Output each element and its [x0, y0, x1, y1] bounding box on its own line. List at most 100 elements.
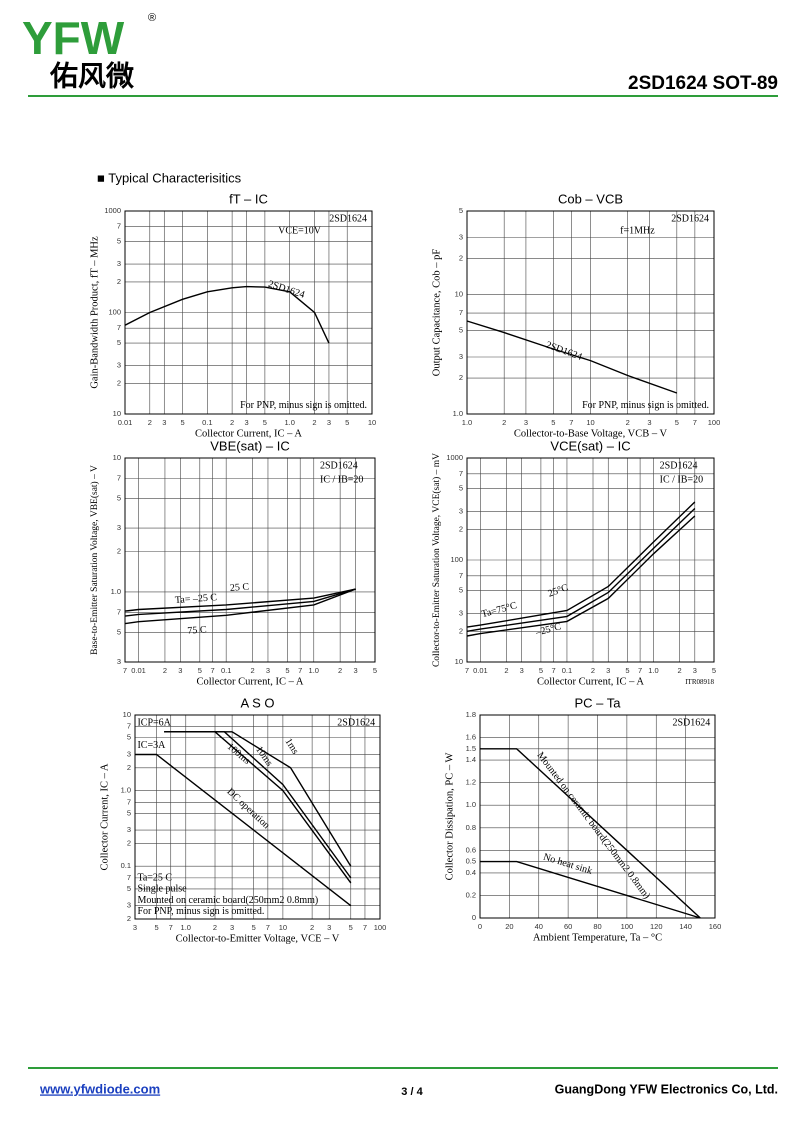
x-tick-label: 3 — [693, 666, 697, 675]
x-tick-label: 2 — [502, 418, 506, 427]
y-tick-label: 1.0 — [466, 800, 476, 809]
series-line — [135, 753, 352, 907]
x-tick-label: 3 — [647, 418, 651, 427]
annotation: 2SD1624 — [671, 213, 709, 224]
y-tick-label: 5 — [117, 237, 121, 246]
x-tick-label: 0.1 — [202, 418, 212, 427]
annotation: 2SD1624 — [329, 213, 367, 224]
x-tick-label: 10 — [368, 418, 376, 427]
y-tick-label: 3 — [117, 657, 121, 666]
annotation: For PNP, minus sign is omitted. — [240, 400, 367, 411]
footer-company: GuangDong YFW Electronics Co, Ltd. — [555, 1082, 778, 1096]
x-tick-label: 5 — [252, 923, 256, 932]
annotation: 2SD1624 — [320, 460, 358, 471]
x-axis-label: Collector Current, IC – A — [195, 428, 302, 439]
x-tick-label: 1.0 — [462, 418, 472, 427]
y-tick-label: 2 — [127, 763, 131, 772]
y-tick-label: 5 — [127, 733, 131, 742]
annotation: For PNP, minus sign is omitted. — [137, 906, 264, 917]
x-tick-label: 7 — [465, 666, 469, 675]
y-tick-label: 3 — [127, 825, 131, 834]
y-tick-label: 2 — [459, 373, 463, 382]
plot-frame — [466, 210, 715, 415]
x-tick-label: 2 — [338, 666, 342, 675]
x-tick-label: 2 — [163, 666, 167, 675]
x-axis-label: Collector-to-Emitter Voltage, VCE – V — [176, 933, 340, 944]
x-tick-label: 7 — [551, 666, 555, 675]
annotation: For PNP, minus sign is omitted. — [582, 400, 709, 411]
x-tick-label: 0.1 — [562, 666, 572, 675]
y-tick-label: 1.6 — [466, 733, 476, 742]
x-tick-label: 7 — [363, 923, 367, 932]
series-line — [124, 588, 356, 625]
y-tick-label: 1000 — [104, 206, 121, 215]
series-label: 25°C — [547, 582, 570, 600]
x-tick-label: 7 — [638, 666, 642, 675]
y-tick-label: 3 — [459, 506, 463, 515]
y-tick-label: 5 — [459, 586, 463, 595]
y-tick-label: 2 — [117, 378, 121, 387]
x-tick-label: 3 — [327, 418, 331, 427]
y-tick-label: 1.5 — [466, 744, 476, 753]
x-tick-label: 5 — [198, 666, 202, 675]
y-tick-label: 5 — [117, 493, 121, 502]
y-axis-label: Output Capacitance, Cob – pF — [431, 249, 442, 377]
x-tick-label: 0.01 — [131, 666, 146, 675]
annotation: Single pulse — [137, 884, 187, 895]
y-tick-label: 5 — [459, 325, 463, 334]
x-tick-label: 3 — [606, 666, 610, 675]
x-tick-label: 2 — [677, 666, 681, 675]
x-tick-label: 5 — [373, 666, 377, 675]
y-tick-label: 5 — [127, 808, 131, 817]
y-tick-label: 1.0 — [453, 409, 463, 418]
x-tick-label: 120 — [650, 922, 663, 931]
y-tick-label: 5 — [117, 338, 121, 347]
x-tick-label: 3 — [178, 666, 182, 675]
footer-url[interactable]: www.yfwdiode.com — [39, 1081, 160, 1096]
x-tick-label: 3 — [133, 923, 137, 932]
y-tick-label: 7 — [127, 873, 131, 882]
y-tick-label: 1.0 — [111, 587, 121, 596]
x-tick-label: 3 — [524, 418, 528, 427]
annotation: 2SD1624 — [337, 717, 375, 728]
x-tick-label: 2 — [312, 418, 316, 427]
x-tick-label: 7 — [266, 923, 270, 932]
x-tick-label: 160 — [709, 922, 722, 931]
series-label: 2SD1624 — [544, 340, 583, 363]
y-tick-label: 1.0 — [121, 786, 131, 795]
x-tick-label: 5 — [285, 666, 289, 675]
y-tick-label: 2 — [459, 524, 463, 533]
series-label: 25 C — [230, 582, 250, 594]
x-tick-label: 7 — [123, 666, 127, 675]
x-tick-label: 3 — [266, 666, 270, 675]
y-tick-label: 0.5 — [466, 857, 476, 866]
annotation: 2SD1624 — [673, 717, 711, 728]
series-line — [466, 515, 696, 637]
x-tick-label: 40 — [535, 922, 543, 931]
y-tick-label: 0.6 — [466, 845, 476, 854]
x-tick-label: 1.0 — [181, 923, 191, 932]
annotation: Mounted on ceramic board(250mm2 0.8mm) — [137, 895, 318, 906]
annotation: ICP=6A — [137, 717, 171, 728]
y-tick-label: 10 — [123, 710, 131, 719]
x-tick-label: 5 — [551, 418, 555, 427]
x-tick-label: 2 — [148, 418, 152, 427]
x-tick-label: 3 — [327, 923, 331, 932]
y-tick-label: 2 — [127, 838, 131, 847]
logo-cn: 佑风微 — [49, 60, 134, 91]
x-tick-label: 1.0 — [648, 666, 658, 675]
y-axis-label: Collector-to-Emitter Saturation Voltage,… — [431, 453, 442, 667]
series-label: 10ms — [253, 744, 275, 768]
x-tick-label: 0.1 — [221, 666, 231, 675]
y-tick-label: 100 — [108, 307, 121, 316]
x-tick-label: 20 — [505, 922, 513, 931]
series-label: Ta=75°C — [480, 600, 518, 620]
annotation: IC=3A — [137, 740, 166, 751]
x-tick-label: 1.0 — [284, 418, 294, 427]
series-line — [466, 501, 696, 628]
y-tick-label: 3 — [459, 608, 463, 617]
annotation: Ta=25 C — [137, 872, 172, 883]
y-tick-label: 0 — [472, 913, 476, 922]
